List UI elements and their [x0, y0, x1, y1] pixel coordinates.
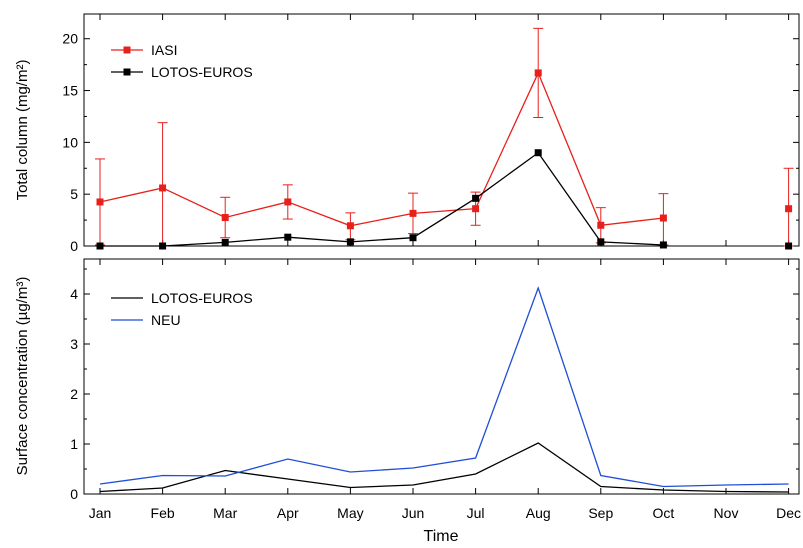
data-point-iasi	[472, 205, 480, 213]
top-y-tick-label: 10	[62, 134, 78, 150]
series-line-neu	[99, 286, 789, 488]
bottom-y-tick-label: 4	[70, 286, 78, 302]
data-point-iasi	[659, 214, 667, 222]
x-tick-label: Sep	[588, 505, 613, 521]
data-point-iasi	[284, 198, 292, 206]
data-point-iasi	[534, 69, 542, 77]
x-tick-label: Apr	[277, 505, 299, 521]
x-tick-label: May	[337, 505, 363, 521]
x-tick-label: Nov	[714, 505, 739, 521]
legend-label: LOTOS-EUROS	[151, 64, 253, 80]
data-point-iasi	[159, 184, 167, 192]
top-y-axis-ticks: 0 5 10 15 20	[62, 31, 799, 254]
data-point-lotos-euros	[159, 242, 167, 250]
x-tick-label: Jan	[89, 505, 112, 521]
data-point-lotos-euros	[346, 238, 354, 246]
x-tick-label: Mar	[213, 505, 237, 521]
x-tick-label: Dec	[776, 505, 801, 521]
legend-marker	[123, 46, 131, 54]
x-tick-label: Aug	[526, 505, 551, 521]
data-point-lotos-euros	[534, 149, 542, 157]
top-y-tick-label: 5	[70, 186, 78, 202]
bottom-plot-series	[99, 286, 789, 493]
x-tick-label: Jun	[402, 505, 425, 521]
bottom-plot-frame	[83, 258, 800, 495]
bottom-y-tick-label: 2	[70, 386, 78, 402]
legend-label: NEU	[151, 312, 181, 328]
legends: IASI LOTOS-EUROS LOTOS-EUROS NEU	[111, 42, 253, 328]
data-point-iasi	[221, 214, 229, 221]
data-point-lotos-euros	[284, 233, 292, 241]
x-tick-label: Jul	[467, 505, 485, 521]
bottom-y-tick-label: 3	[70, 336, 78, 352]
legend-marker	[123, 68, 131, 76]
top-y-tick-label: 0	[70, 238, 78, 254]
series-line-lotos-euros	[99, 442, 789, 493]
top-y-tick-label: 15	[62, 83, 78, 99]
bottom-y-axis-label: Surface concentration (µg/m³)	[14, 277, 31, 476]
top-plot-series	[95, 27, 794, 250]
data-point-lotos-euros	[221, 238, 229, 246]
bottom-y-tick-label: 0	[70, 486, 78, 502]
series-line-iasi	[99, 71, 664, 227]
x-tick-label: Oct	[653, 505, 675, 521]
bottom-y-tick-label: 1	[70, 436, 78, 452]
legend-label: IASI	[151, 42, 177, 58]
data-point-lotos-euros	[597, 238, 605, 246]
data-point-lotos-euros	[659, 241, 667, 249]
legend-label: LOTOS-EUROS	[151, 290, 253, 306]
data-point-iasi	[346, 222, 354, 230]
x-axis-label: Time	[424, 528, 459, 545]
data-point-lotos-euros	[96, 242, 104, 250]
x-tick-label: Feb	[151, 505, 175, 521]
top-y-tick-label: 20	[62, 31, 78, 47]
data-point-lotos-euros	[785, 242, 793, 250]
data-point-lotos-euros	[472, 194, 480, 202]
data-point-iasi	[785, 205, 793, 213]
x-axis-ticks: Jan Feb Mar Apr May Jun Jul Aug Sep Oct Nov Dec	[89, 14, 801, 521]
top-y-axis-label: Total column (mg/m²)	[14, 60, 31, 201]
data-point-iasi	[597, 221, 605, 229]
data-point-lotos-euros	[409, 234, 417, 242]
data-point-iasi	[409, 209, 417, 217]
series-line-lotos-euros	[100, 151, 664, 247]
data-point-iasi	[96, 198, 104, 206]
bottom-y-axis-ticks: 0 1 2 3 4	[70, 268, 799, 502]
top-plot-frame	[83, 13, 800, 247]
